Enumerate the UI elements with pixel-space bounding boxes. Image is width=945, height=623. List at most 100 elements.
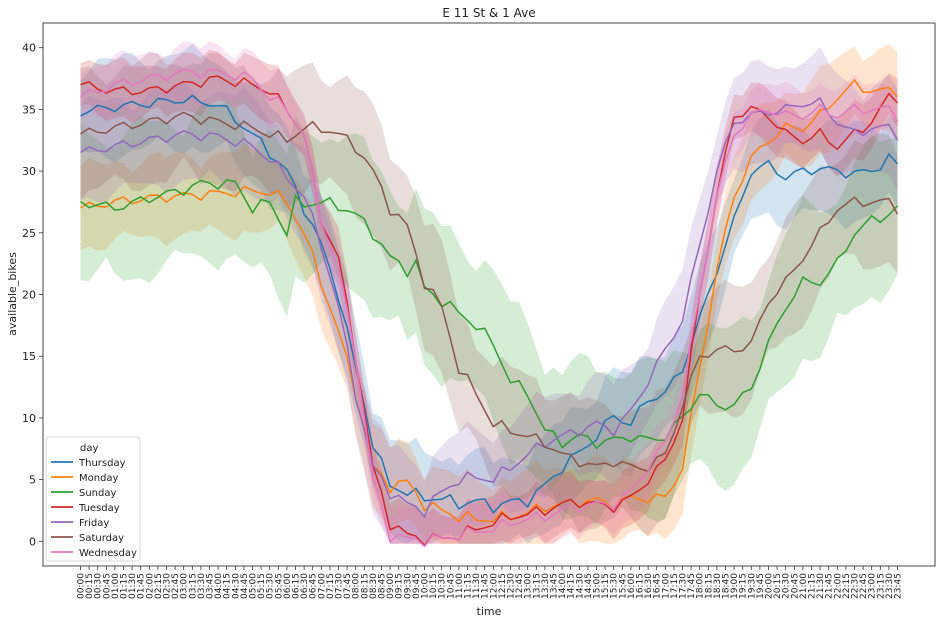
x-tick-label: 04:30 <box>231 573 241 599</box>
x-tick-label: 09:30 <box>403 573 413 599</box>
x-tick-label: 18:30 <box>713 573 723 599</box>
legend-label-saturday: Saturday <box>79 533 124 544</box>
x-tick-label: 13:00 <box>524 573 534 599</box>
x-tick-label: 02:15 <box>154 573 164 599</box>
x-tick-label: 14:45 <box>584 573 594 599</box>
x-tick-label: 00:00 <box>77 573 87 599</box>
series-line-monday <box>80 78 899 523</box>
x-tick-label: 10:00 <box>421 573 431 599</box>
x-tick-label: 06:45 <box>309 573 319 599</box>
x-tick-label: 14:30 <box>575 573 585 599</box>
x-tick-label: 12:45 <box>515 573 525 599</box>
x-tick-label: 16:00 <box>627 573 637 599</box>
x-tick-label: 02:00 <box>145 573 155 599</box>
x-tick-label: 08:30 <box>369 573 379 599</box>
x-tick-label: 06:15 <box>292 573 302 599</box>
legend-label-wednesday: Wednesday <box>79 548 137 559</box>
legend: day Thursday Monday Sunday Tuesday Friday Sat… <box>45 436 141 562</box>
series-lines <box>80 68 899 548</box>
x-tick-label: 13:30 <box>541 573 551 599</box>
x-tick-label: 21:00 <box>799 573 809 599</box>
legend-label-tuesday: Tuesday <box>78 503 120 514</box>
x-tick-label: 17:30 <box>679 573 689 599</box>
x-tick-label: 15:15 <box>601 573 611 599</box>
x-tick-label: 14:00 <box>558 573 568 599</box>
x-tick-label: 13:15 <box>532 573 542 599</box>
band-sunday <box>80 100 898 525</box>
x-tick-label: 15:00 <box>593 573 603 599</box>
x-tick-label: 09:45 <box>412 573 422 599</box>
x-tick-label: 21:15 <box>808 573 818 599</box>
x-tick-label: 17:45 <box>687 573 697 599</box>
x-tick-label: 11:30 <box>472 573 482 599</box>
x-tick-label: 21:30 <box>816 573 826 599</box>
x-axis-label: time <box>477 605 502 618</box>
x-tick-label: 08:15 <box>360 573 370 599</box>
x-axis: 00:0000:1500:3000:4501:0001:1501:3001:45… <box>77 566 904 599</box>
x-tick-label: 03:45 <box>206 573 216 599</box>
y-tick-label: 40 <box>22 42 36 55</box>
x-tick-label: 04:15 <box>223 573 233 599</box>
x-tick-label: 02:30 <box>163 573 173 599</box>
legend-label-sunday: Sunday <box>79 488 116 499</box>
band-thursday <box>80 43 898 544</box>
series-line-sunday <box>80 178 899 450</box>
series-line-wednesday <box>80 68 899 548</box>
x-tick-label: 00:30 <box>94 573 104 599</box>
x-tick-label: 16:15 <box>636 573 646 599</box>
x-tick-label: 07:45 <box>343 573 353 599</box>
x-tick-label: 12:00 <box>489 573 499 599</box>
x-tick-label: 05:00 <box>249 573 259 599</box>
x-tick-label: 23:30 <box>885 573 895 599</box>
x-tick-label: 14:15 <box>567 573 577 599</box>
x-tick-label: 20:00 <box>765 573 775 599</box>
x-tick-label: 22:30 <box>851 573 861 599</box>
x-tick-label: 15:30 <box>610 573 620 599</box>
x-tick-label: 03:30 <box>197 573 207 599</box>
x-tick-label: 17:15 <box>670 573 680 599</box>
x-tick-label: 02:45 <box>171 573 181 599</box>
x-tick-label: 15:45 <box>618 573 628 599</box>
legend-label-monday: Monday <box>79 473 119 484</box>
x-tick-label: 05:30 <box>266 573 276 599</box>
x-tick-label: 22:00 <box>833 573 843 599</box>
legend-box <box>45 436 141 562</box>
series-line-friday <box>80 96 899 519</box>
x-tick-label: 23:45 <box>894 573 904 599</box>
x-tick-label: 21:45 <box>825 573 835 599</box>
x-tick-label: 05:45 <box>274 573 284 599</box>
x-tick-label: 16:45 <box>653 573 663 599</box>
x-tick-label: 10:45 <box>446 573 456 599</box>
x-tick-label: 12:15 <box>498 573 508 599</box>
x-tick-label: 19:30 <box>747 573 757 599</box>
x-tick-label: 13:45 <box>550 573 560 599</box>
x-tick-label: 05:15 <box>257 573 267 599</box>
x-tick-label: 09:00 <box>386 573 396 599</box>
x-tick-label: 22:45 <box>859 573 869 599</box>
x-tick-label: 06:00 <box>283 573 293 599</box>
y-tick-label: 35 <box>22 103 36 116</box>
band-friday <box>80 46 898 544</box>
x-tick-label: 06:30 <box>300 573 310 599</box>
x-tick-label: 11:00 <box>455 573 465 599</box>
y-tick-label: 5 <box>29 474 36 487</box>
y-axis-label: available_bikes <box>6 252 19 336</box>
x-tick-label: 11:45 <box>481 573 491 599</box>
x-tick-label: 10:15 <box>429 573 439 599</box>
x-tick-label: 20:15 <box>773 573 783 599</box>
x-tick-label: 09:15 <box>395 573 405 599</box>
x-tick-label: 01:00 <box>111 573 121 599</box>
x-tick-label: 23:15 <box>876 573 886 599</box>
series-line-saturday <box>80 111 899 473</box>
x-tick-label: 18:15 <box>704 573 714 599</box>
x-tick-label: 19:45 <box>756 573 766 599</box>
x-tick-label: 03:15 <box>188 573 198 599</box>
band-monday <box>80 43 898 544</box>
x-tick-label: 22:15 <box>842 573 852 599</box>
y-tick-label: 20 <box>22 289 36 302</box>
x-tick-label: 01:30 <box>128 573 138 599</box>
x-tick-label: 18:45 <box>722 573 732 599</box>
x-tick-label: 04:45 <box>240 573 250 599</box>
y-tick-label: 0 <box>29 535 36 548</box>
